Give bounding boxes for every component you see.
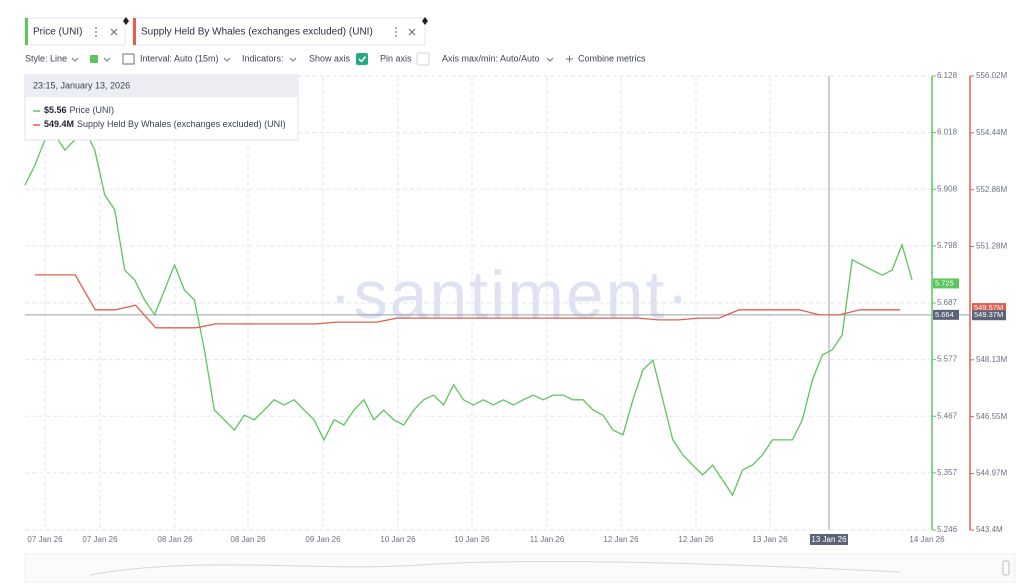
- y2-tick-label: 556.02M: [976, 71, 1007, 80]
- x-tick-label: 14 Jan 26: [909, 535, 945, 544]
- axis-minmax-select[interactable]: Axis max/min: Auto/Auto: [442, 53, 540, 63]
- chevron: [103, 57, 111, 62]
- interval-select[interactable]: Interval: Auto (15m): [140, 53, 219, 63]
- value-badge-label: 549.37M: [974, 310, 1003, 319]
- drag-icon[interactable]: [422, 17, 428, 25]
- tooltip-value: 549.4M: [44, 119, 74, 129]
- navigator-line: [89, 560, 901, 576]
- y2-tick-label: 551.28M: [976, 242, 1007, 251]
- y-tick-label: 6.128: [937, 71, 958, 80]
- tooltip-row: 549.4M Supply Held By Whales (exchanges e…: [44, 119, 286, 129]
- y2-tick-label: 552.86M: [976, 185, 1007, 194]
- menu-icon: [395, 35, 397, 37]
- menu-icon: [95, 31, 97, 33]
- close-icon[interactable]: [408, 28, 416, 36]
- plot-area: 5.246 5.357 5.467 5.577 5.687 5.798 5.908 6.018…: [24, 71, 1007, 545]
- value-badge: [933, 309, 959, 320]
- chevron: [289, 57, 297, 62]
- plus-icon: [566, 55, 573, 63]
- tooltip-name: Price (UNI): [70, 105, 115, 115]
- indicators-select[interactable]: Indicators:: [242, 53, 284, 63]
- combine-metrics[interactable]: Combine metrics: [578, 53, 646, 63]
- close-icon[interactable]: [110, 28, 118, 36]
- value-badge-label: 549.57M: [974, 303, 1003, 312]
- x-tick-label: 08 Jan 26: [157, 535, 193, 544]
- x-tick-label: 13 Jan 26: [752, 535, 788, 544]
- tab-label: Supply Held By Whales (exchanges exclude…: [141, 27, 373, 38]
- watermark: ·santiment·: [329, 257, 691, 333]
- y2-tick-label: 548.13M: [976, 355, 1007, 364]
- style-select[interactable]: Style: Line: [25, 53, 67, 63]
- tab-accent: [25, 18, 28, 45]
- y-tick-label: 5.687: [937, 298, 958, 307]
- y-tick-label: 6.018: [937, 128, 958, 137]
- y2-tick-label: 554.44M: [976, 128, 1007, 137]
- y-tick-label: 5.467: [937, 411, 958, 420]
- show-axis-checkbox[interactable]: [356, 53, 368, 65]
- x-tick-label: 12 Jan 26: [678, 535, 714, 544]
- show-axis-label: Show axis: [309, 53, 351, 63]
- series-line: [35, 274, 900, 329]
- y2-tick-label: 543.4M: [976, 525, 1003, 534]
- x-tick-label: 07 Jan 26: [27, 535, 63, 544]
- menu-icon[interactable]: [95, 27, 97, 29]
- tooltip: 23:15, January 13, 2026 $5.56 Price (UNI) 5…: [24, 74, 299, 141]
- y-tick-label: 5.798: [937, 241, 958, 250]
- y2-tick-label: 546.55M: [976, 412, 1007, 421]
- y-tick-label: 5.908: [937, 184, 958, 193]
- x-label-highlight: [810, 534, 848, 545]
- y-tick-label: 5.577: [937, 355, 958, 364]
- tooltip-row: $5.56 Price (UNI): [44, 105, 114, 115]
- tab-label: Price (UNI): [33, 27, 82, 38]
- drag-icon[interactable]: [123, 17, 129, 25]
- tab-accent: [133, 18, 136, 45]
- value-badge: [972, 310, 1006, 321]
- x-tick-label: 13 Jan 26: [811, 535, 847, 544]
- x-tick-label: 08 Jan 26: [230, 535, 266, 544]
- tooltip-header: [25, 75, 298, 97]
- x-tick-label: 09 Jan 26: [305, 535, 341, 544]
- pin-axis-label: Pin axis: [380, 53, 412, 63]
- value-badge-label: 5.725: [935, 278, 954, 287]
- navigator[interactable]: [24, 553, 1016, 583]
- y-tick-label: 5.246: [937, 525, 958, 534]
- tooltip-value: $5.56: [44, 105, 67, 115]
- x-tick-label: 10 Jan 26: [454, 535, 490, 544]
- interval-icon: [122, 53, 135, 65]
- menu-icon: [395, 31, 397, 33]
- value-badge: [933, 278, 959, 289]
- tooltip-name: Supply Held By Whales (exchanges exclude…: [77, 119, 286, 129]
- x-tick-label: 10 Jan 26: [380, 535, 416, 544]
- chevron: [71, 57, 79, 62]
- menu-icon[interactable]: [395, 27, 397, 29]
- tab[interactable]: [24, 17, 126, 46]
- chevron: [223, 57, 231, 62]
- color-picker[interactable]: [90, 55, 98, 63]
- navigator-handle[interactable]: [1002, 560, 1010, 576]
- series-line: [24, 128, 913, 497]
- x-tick-label: 11 Jan 26: [530, 535, 565, 544]
- y-tick-label: 5.357: [937, 468, 958, 477]
- pin-axis-checkbox[interactable]: [416, 52, 430, 66]
- value-badge: [972, 303, 1006, 314]
- chevron: [546, 57, 554, 62]
- value-badge-label: 5.664: [935, 310, 954, 319]
- x-tick-label: 07 Jan 26: [82, 535, 118, 544]
- x-tick-label: 12 Jan 26: [603, 535, 639, 544]
- y2-tick-label: 544.97M: [976, 469, 1007, 478]
- check-icon: [358, 56, 367, 63]
- tooltip-time: 23:15, January 13, 2026: [33, 80, 130, 90]
- menu-icon: [95, 35, 97, 37]
